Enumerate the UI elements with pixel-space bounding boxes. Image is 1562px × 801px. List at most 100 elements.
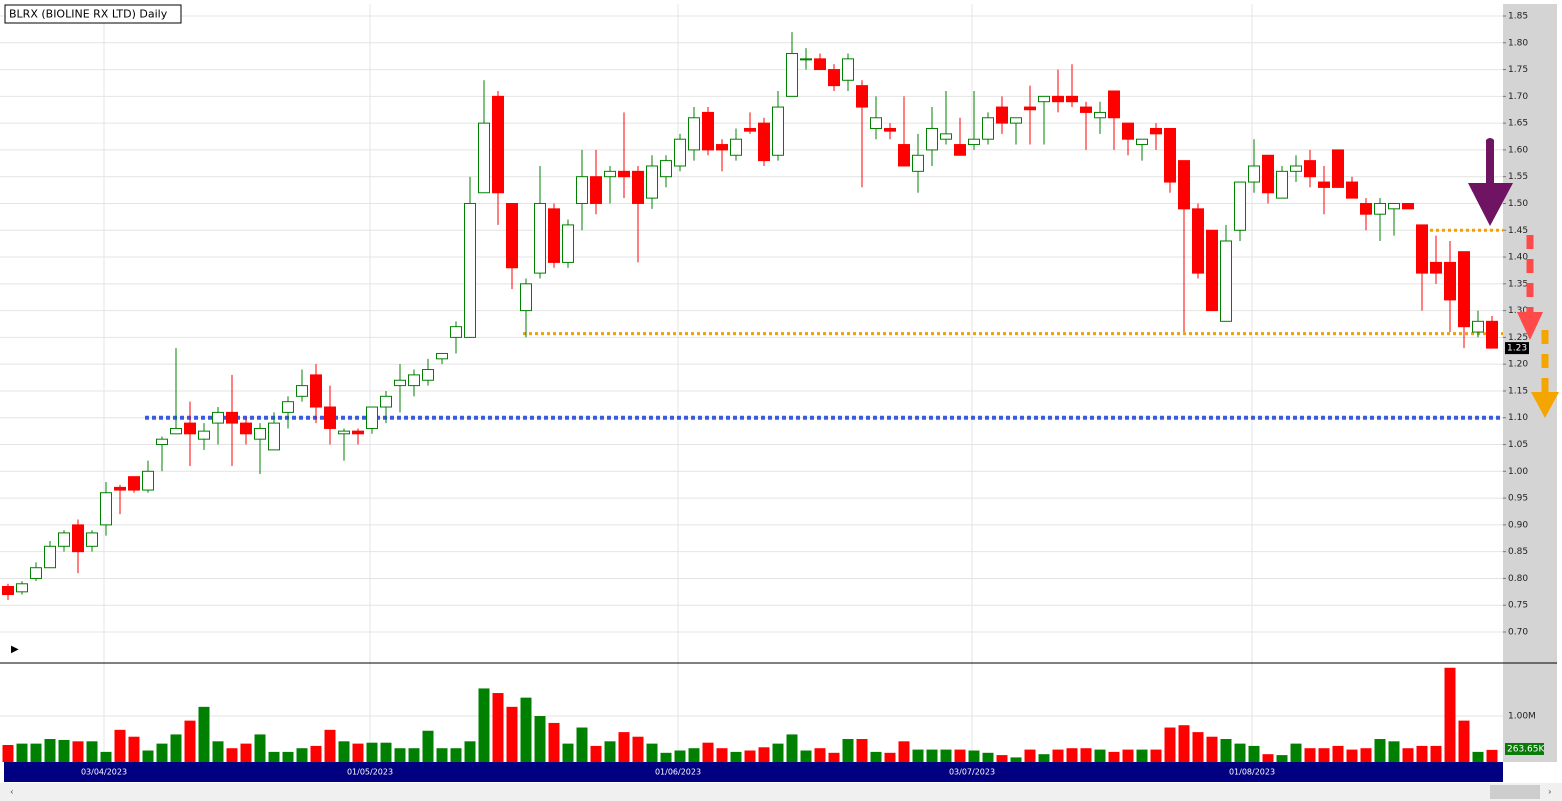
volume-bar bbox=[828, 752, 840, 762]
last-price-tag bbox=[1505, 342, 1529, 355]
candle-body bbox=[1388, 202, 1400, 210]
y-tick-label: 1.05 bbox=[1508, 440, 1528, 450]
candle-body bbox=[380, 395, 392, 408]
candle-body bbox=[492, 95, 504, 194]
candle-body bbox=[422, 369, 434, 381]
candle-body bbox=[1304, 160, 1316, 178]
volume-bar bbox=[1024, 749, 1036, 762]
volume-bar bbox=[758, 747, 770, 762]
scroll-thumb[interactable] bbox=[1490, 785, 1540, 799]
volume-bar bbox=[716, 748, 728, 762]
x-tick-label: 01/05/2023 bbox=[347, 768, 393, 777]
y-tick-label: 1.60 bbox=[1508, 145, 1528, 155]
candle-body bbox=[548, 208, 560, 263]
volume-bar bbox=[1108, 751, 1120, 762]
candle-body bbox=[1290, 165, 1302, 172]
candle-body bbox=[1164, 127, 1176, 183]
candle-body bbox=[16, 583, 28, 593]
candle-body bbox=[310, 374, 322, 408]
volume-bar bbox=[898, 741, 910, 762]
volume-bar bbox=[450, 748, 462, 762]
scroll-right[interactable]: › bbox=[1548, 788, 1552, 798]
volume-bar bbox=[744, 750, 756, 762]
volume-bar bbox=[254, 734, 266, 762]
candle-body bbox=[1038, 95, 1050, 103]
volume-bar bbox=[996, 755, 1008, 762]
volume-bar bbox=[1248, 745, 1260, 762]
volume-bar bbox=[72, 741, 84, 762]
y-tick-label: 1.35 bbox=[1508, 279, 1528, 289]
candle-body bbox=[884, 127, 896, 132]
candle-body bbox=[632, 170, 644, 204]
candle-body bbox=[100, 492, 112, 526]
volume-bar bbox=[1010, 757, 1022, 762]
volume-bar bbox=[156, 743, 168, 762]
y-tick-label: 0.90 bbox=[1508, 520, 1528, 530]
volume-bar bbox=[1192, 732, 1204, 762]
candle-body bbox=[156, 438, 168, 446]
volume-bar bbox=[100, 751, 112, 762]
purple-arrow bbox=[1468, 138, 1513, 226]
candle-body bbox=[968, 138, 980, 146]
candle-body bbox=[450, 326, 462, 338]
candle-body bbox=[1276, 170, 1288, 199]
expand-icon[interactable]: ▶ bbox=[11, 644, 19, 655]
volume-bar bbox=[1290, 743, 1302, 762]
volume-bar bbox=[30, 743, 42, 762]
volume-bar bbox=[1220, 739, 1232, 762]
volume-bar bbox=[534, 716, 546, 762]
candle-body bbox=[1052, 95, 1064, 103]
candle-body bbox=[940, 133, 952, 140]
volume-bar bbox=[352, 743, 364, 762]
volume-bar bbox=[44, 739, 56, 762]
volume-tick-label: 1.00M bbox=[1508, 712, 1536, 722]
x-tick-label: 03/04/2023 bbox=[81, 768, 127, 777]
candle-body bbox=[394, 379, 406, 387]
candle-body bbox=[408, 374, 420, 387]
volume-bar bbox=[478, 688, 490, 762]
volume-bar bbox=[422, 730, 434, 762]
volume-bar bbox=[954, 749, 966, 762]
candle-body bbox=[520, 283, 532, 312]
volume-bar bbox=[380, 742, 392, 762]
candle-body bbox=[1262, 154, 1274, 194]
candle-body bbox=[1318, 181, 1330, 188]
scrollbar[interactable] bbox=[0, 783, 1562, 801]
candle-body bbox=[436, 352, 448, 360]
candle-body bbox=[926, 127, 938, 151]
y-tick-label: 1.70 bbox=[1508, 92, 1528, 102]
volume-bar bbox=[548, 722, 560, 762]
title-box bbox=[4, 4, 182, 24]
y-tick-label: 1.55 bbox=[1508, 172, 1528, 182]
candle-body bbox=[2, 585, 14, 596]
volume-bar bbox=[1150, 749, 1162, 762]
volume-bar bbox=[1262, 754, 1274, 762]
candle-body bbox=[1332, 149, 1344, 188]
candle-body bbox=[1136, 138, 1148, 146]
volume-bar bbox=[730, 751, 742, 762]
candle-body bbox=[282, 401, 294, 413]
candle-body bbox=[856, 85, 868, 108]
volume-bar bbox=[604, 741, 616, 762]
y-tick-label: 1.25 bbox=[1508, 333, 1528, 343]
volume-bar bbox=[1486, 749, 1498, 762]
volume-bar bbox=[1080, 748, 1092, 762]
scroll-left[interactable]: ‹ bbox=[10, 788, 14, 798]
volume-bar bbox=[58, 739, 70, 762]
volume-bar bbox=[1444, 667, 1456, 762]
volume-bar bbox=[814, 748, 826, 762]
volume-bar bbox=[1304, 748, 1316, 762]
candle-body bbox=[1430, 261, 1442, 274]
volume-bar bbox=[842, 739, 854, 762]
candle-body bbox=[142, 470, 154, 491]
candle-body bbox=[198, 430, 210, 440]
candle-body bbox=[212, 411, 224, 424]
candle-body bbox=[226, 411, 238, 424]
volume-bar bbox=[982, 752, 994, 762]
candle-body bbox=[478, 122, 490, 194]
candle-body bbox=[562, 224, 574, 263]
candle-body bbox=[604, 170, 616, 178]
volume-bar bbox=[1472, 751, 1484, 762]
candle-body bbox=[128, 476, 140, 491]
x-tick-label: 01/06/2023 bbox=[655, 768, 701, 777]
